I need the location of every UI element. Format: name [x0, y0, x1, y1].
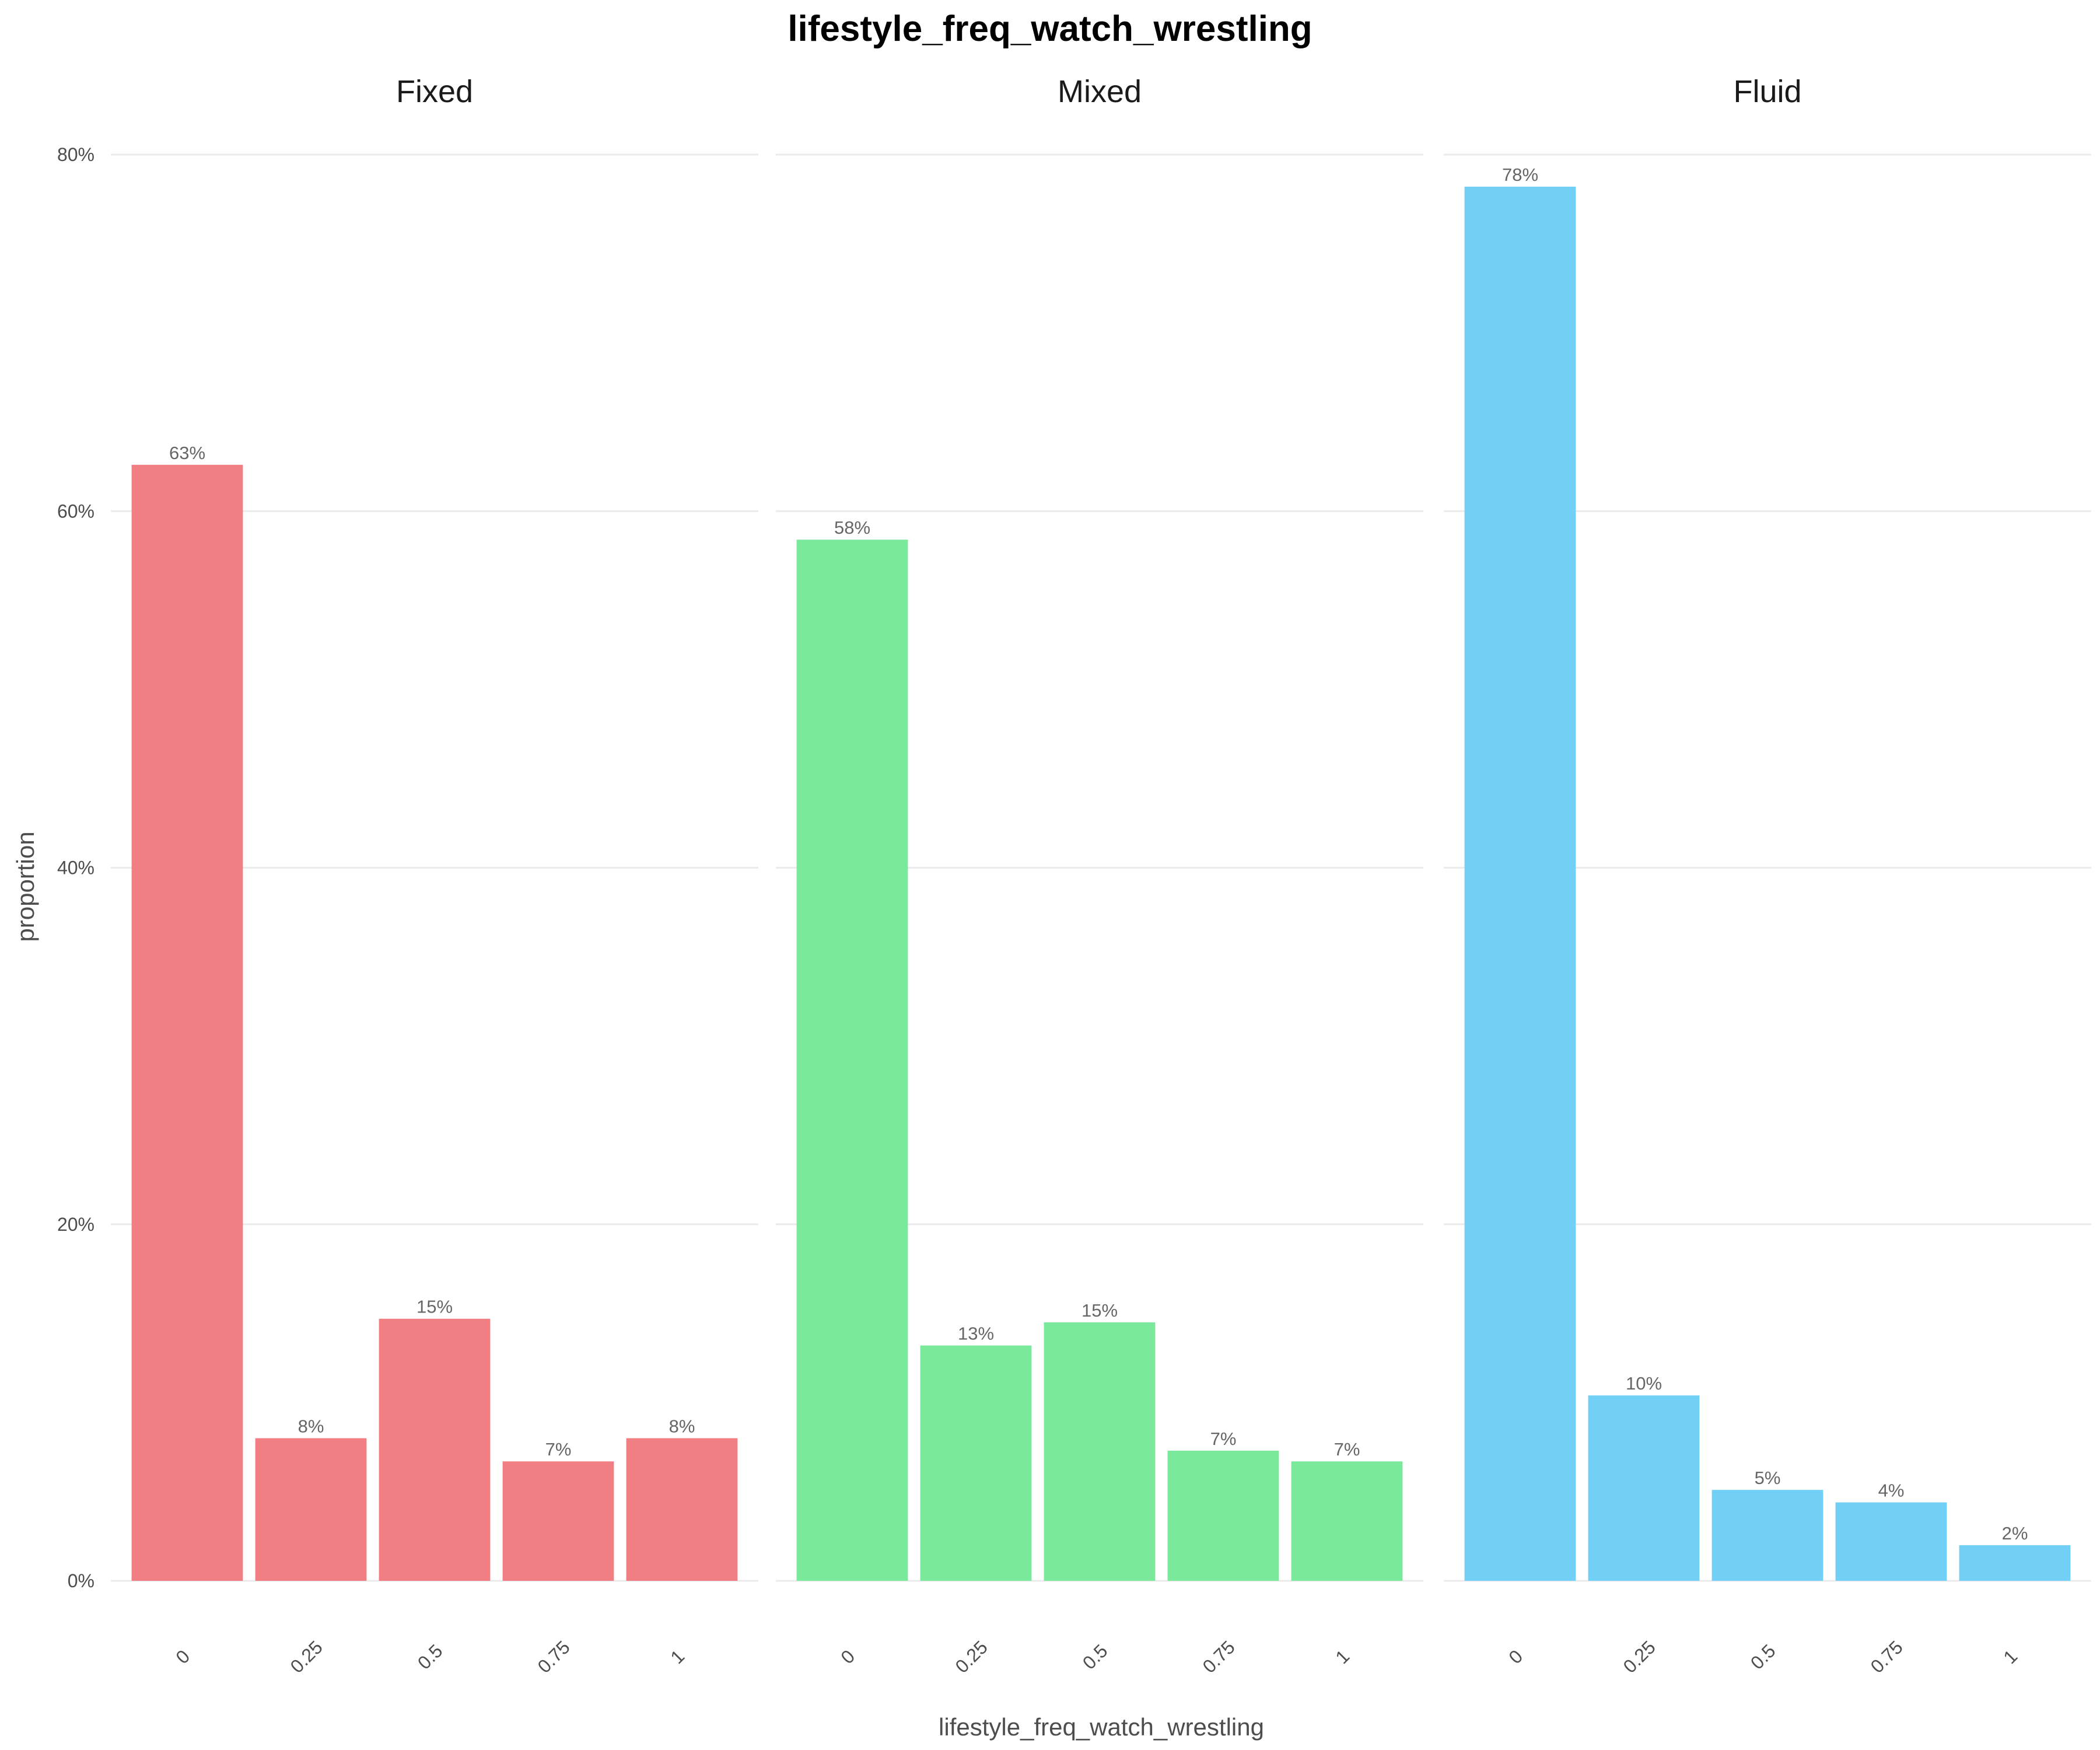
bar: [255, 1438, 367, 1581]
bar-data-label: 7%: [1210, 1429, 1237, 1449]
bar-data-label: 78%: [1502, 164, 1538, 185]
x-tick-label: 0.5: [1079, 1640, 1112, 1674]
bar-data-label: 10%: [1626, 1373, 1662, 1394]
x-tick-label: 0.5: [1746, 1640, 1780, 1674]
bar: [131, 464, 243, 1581]
bar: [1167, 1450, 1279, 1581]
bar-data-label: 4%: [1878, 1480, 1905, 1501]
y-tick-label: 60%: [57, 501, 94, 522]
facet-title: Fluid: [1733, 74, 1801, 109]
bar: [1712, 1490, 1824, 1581]
bar: [626, 1438, 738, 1581]
bar-data-label: 7%: [1334, 1439, 1360, 1460]
x-tick-label: 0: [172, 1646, 194, 1668]
x-tick-label: 1: [666, 1646, 688, 1668]
bar-data-label: 63%: [169, 443, 205, 463]
bar-data-label: 58%: [834, 517, 870, 538]
x-tick-label: 1: [1331, 1646, 1353, 1668]
x-tick-label: 1: [1999, 1646, 2021, 1668]
x-tick-label: 0.5: [414, 1640, 447, 1674]
facet-title: Fixed: [396, 74, 473, 109]
y-tick-label: 20%: [57, 1214, 94, 1235]
bar: [796, 540, 908, 1581]
bar-data-label: 5%: [1755, 1468, 1781, 1488]
bar-data-label: 2%: [2002, 1523, 2028, 1544]
facet-panel-mixed: Mixed 58% 0 13% 0.25 15% 0.5 7% 0.75 7% 1: [776, 74, 1423, 1677]
y-tick-label: 80%: [57, 144, 94, 165]
x-tick-label: 0: [1504, 1646, 1527, 1668]
bar-data-label: 7%: [545, 1439, 572, 1460]
bar: [1044, 1322, 1156, 1581]
bar: [1464, 187, 1576, 1581]
bar-data-label: 15%: [1082, 1300, 1118, 1321]
x-tick-label: 0.75: [533, 1636, 573, 1676]
x-tick-label: 0.25: [1619, 1636, 1659, 1676]
chart-title: lifestyle_freq_watch_wrestling: [788, 9, 1312, 49]
facet-panel-fluid: Fluid 78% 0 10% 0.25 5% 0.5 4% 0.75 2% 1: [1444, 74, 2091, 1677]
bar: [379, 1318, 491, 1581]
bar: [502, 1461, 614, 1581]
facet-panel-fixed: Fixed 63% 0 8% 0.25 15% 0.5 7% 0.75 8% 1: [111, 74, 758, 1677]
bar: [1959, 1545, 2071, 1581]
x-tick-label: 0.25: [286, 1636, 326, 1676]
bar-data-label: 13%: [958, 1324, 994, 1344]
x-tick-label: 0.75: [1866, 1636, 1906, 1676]
x-axis-title: lifestyle_freq_watch_wrestling: [939, 1713, 1264, 1741]
y-axis-title: proportion: [12, 831, 39, 942]
bar-data-label: 8%: [669, 1416, 695, 1437]
facet-panels: 0%20%40%60%80%Fixed63%08%0.2515%0.57%0.7…: [57, 74, 2091, 1677]
x-tick-label: 0: [836, 1646, 859, 1668]
x-tick-label: 0.75: [1198, 1636, 1238, 1676]
facet-title: Mixed: [1058, 74, 1142, 109]
x-tick-label: 0.25: [951, 1636, 991, 1676]
bar: [920, 1345, 1032, 1581]
y-tick-label: 40%: [57, 858, 94, 878]
bar: [1835, 1502, 1947, 1581]
y-tick-label: 0%: [68, 1570, 94, 1591]
bar-data-label: 15%: [416, 1297, 453, 1317]
bar: [1588, 1395, 1700, 1581]
bar-data-label: 8%: [298, 1416, 324, 1437]
bar: [1291, 1461, 1403, 1581]
